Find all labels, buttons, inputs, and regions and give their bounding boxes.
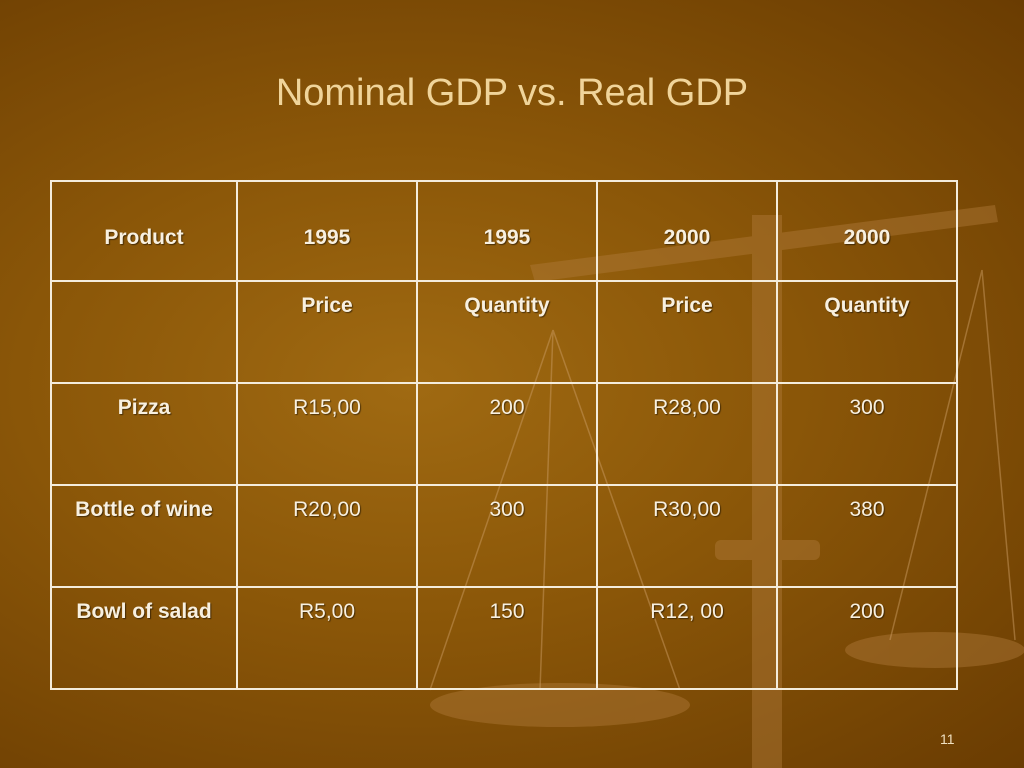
value-cell: 200 bbox=[776, 586, 958, 690]
subheader-row: Price Quantity Price Quantity bbox=[50, 280, 958, 384]
data-row: Bowl of salad R5,00 150 R12, 00 200 bbox=[50, 586, 958, 690]
value-cell: R28,00 bbox=[596, 382, 778, 486]
header-cell: 1995 bbox=[416, 180, 598, 282]
header-row: Product 1995 1995 2000 2000 bbox=[50, 180, 958, 282]
value-cell: R12, 00 bbox=[596, 586, 778, 690]
value-cell: 300 bbox=[776, 382, 958, 486]
header-cell: 2000 bbox=[596, 180, 778, 282]
empty-cell bbox=[50, 280, 238, 384]
subheader-cell: Quantity bbox=[776, 280, 958, 384]
product-cell: Bowl of salad bbox=[50, 586, 238, 690]
data-row: Pizza R15,00 200 R28,00 300 bbox=[50, 382, 958, 486]
header-cell: 2000 bbox=[776, 180, 958, 282]
value-cell: R20,00 bbox=[236, 484, 418, 588]
subheader-cell: Price bbox=[596, 280, 778, 384]
gdp-table: Product 1995 1995 2000 2000 Price Quanti… bbox=[50, 180, 958, 690]
value-cell: 200 bbox=[416, 382, 598, 486]
value-cell: 300 bbox=[416, 484, 598, 588]
slide-number: 11 bbox=[940, 731, 955, 747]
header-cell: 1995 bbox=[236, 180, 418, 282]
header-cell: Product bbox=[50, 180, 238, 282]
data-row: Bottle of wine R20,00 300 R30,00 380 bbox=[50, 484, 958, 588]
product-cell: Bottle of wine bbox=[50, 484, 238, 588]
subheader-cell: Price bbox=[236, 280, 418, 384]
value-cell: R5,00 bbox=[236, 586, 418, 690]
value-cell: R30,00 bbox=[596, 484, 778, 588]
value-cell: 380 bbox=[776, 484, 958, 588]
value-cell: 150 bbox=[416, 586, 598, 690]
subheader-cell: Quantity bbox=[416, 280, 598, 384]
value-cell: R15,00 bbox=[236, 382, 418, 486]
slide-title: Nominal GDP vs. Real GDP bbox=[275, 72, 749, 114]
product-cell: Pizza bbox=[50, 382, 238, 486]
